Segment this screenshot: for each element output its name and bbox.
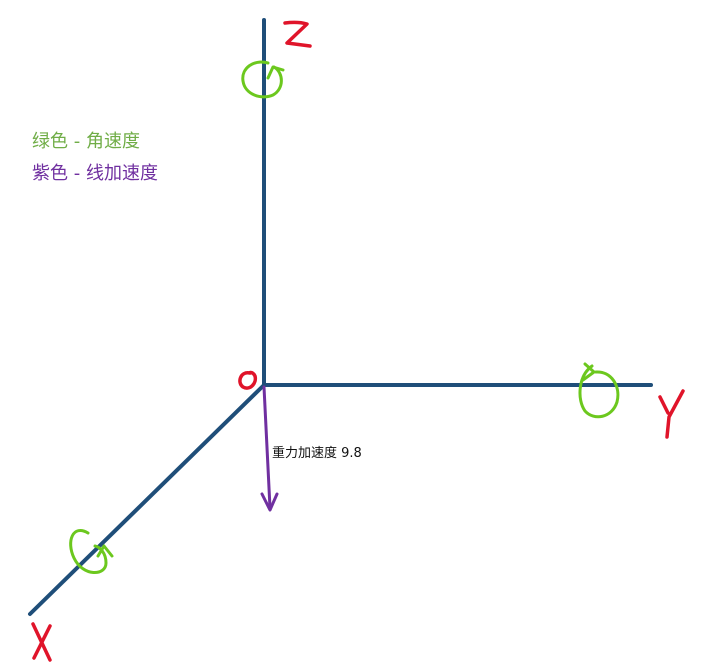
gravity-arrow-icon xyxy=(260,385,279,512)
y-rotation-icon xyxy=(578,362,620,419)
rotation-markers xyxy=(69,60,620,574)
z-rotation-icon xyxy=(241,60,285,99)
x-axis-label xyxy=(31,622,52,662)
gravity-acceleration-label: 重力加速度 9.8 xyxy=(272,446,362,461)
legend-linear-acceleration: 紫色 - 线加速度 xyxy=(32,163,158,184)
axis-labels xyxy=(31,20,685,662)
origin-label xyxy=(238,370,258,390)
z-axis-label xyxy=(283,20,312,48)
x-axis xyxy=(28,383,266,616)
axes xyxy=(28,18,653,616)
x-rotation-icon xyxy=(69,529,114,574)
y-axis-label xyxy=(658,389,685,439)
legend-angular-velocity: 绿色 - 角速度 xyxy=(32,131,140,152)
